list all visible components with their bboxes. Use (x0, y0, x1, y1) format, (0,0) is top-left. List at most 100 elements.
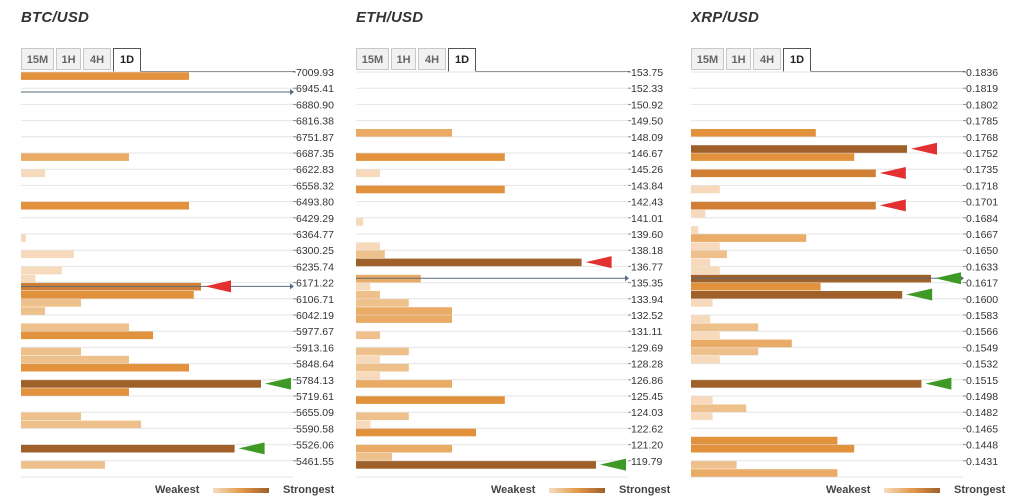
legend-weakest-label: Weakest (155, 484, 200, 496)
price-tick-label: 5461.55 (296, 456, 334, 468)
xrp-panel: XRP/USD 15M 1H 4H 1D 0.1836 0.1819 0.1802 0… (691, 0, 1011, 503)
price-tick-label: 145.26 (631, 164, 663, 176)
price-tick-label: 6751.87 (296, 132, 334, 144)
price-tick-label: 0.1482 (966, 407, 998, 419)
strength-bar (356, 258, 582, 267)
price-tick-label: 0.1768 (966, 132, 998, 144)
price-tick-label: 138.18 (631, 245, 663, 257)
strength-bar (21, 461, 105, 469)
tab-1h[interactable]: 1H (726, 48, 751, 70)
strength-bar (691, 412, 713, 421)
price-tick-label: 139.60 (631, 229, 663, 241)
price-tick-label: 6945.41 (296, 83, 334, 95)
tab-4h[interactable]: 4H (83, 48, 111, 70)
strength-bar (691, 436, 838, 445)
strength-bar (356, 355, 380, 364)
strength-bar (356, 315, 452, 323)
confluence-chart: 0.1836 0.1819 0.1802 0.1785 0.1768 0.1752 0.17… (691, 67, 998, 478)
strength-bar (356, 428, 476, 437)
price-tick-label: 5848.64 (296, 359, 334, 371)
strength-bar (356, 218, 364, 226)
strength-bar (356, 453, 392, 461)
strength-bar (691, 169, 876, 178)
price-tick-label: 5526.06 (296, 440, 334, 452)
price-tick-label: 6880.90 (296, 99, 334, 111)
strength-bar (21, 323, 129, 331)
strength-bar (21, 444, 235, 453)
tab-4h[interactable]: 4H (418, 48, 446, 70)
strength-bar (21, 153, 129, 161)
price-tick-label: 6106.71 (296, 294, 334, 306)
strength-bar (691, 461, 737, 469)
strength-bar (691, 355, 720, 364)
panel-title: XRP/USD (691, 9, 760, 26)
legend-gradient (213, 488, 269, 493)
strength-bar (691, 153, 855, 161)
price-tick-label: 135.35 (631, 278, 663, 290)
price-tick-label: 0.1836 (966, 67, 998, 79)
strength-bar (356, 347, 409, 356)
tab-1d[interactable]: 1D (448, 48, 476, 72)
tab-15m[interactable]: 15M (21, 48, 54, 70)
strength-bar (691, 129, 816, 137)
panel-title: BTC/USD (21, 9, 90, 26)
price-tick-label: 143.84 (631, 180, 663, 192)
strength-bar (691, 185, 720, 194)
price-tick-label: 149.50 (631, 116, 663, 128)
strength-bar (21, 291, 194, 299)
price-tick-label: 6235.74 (296, 261, 334, 273)
strength-bar (691, 347, 759, 356)
strength-bar (21, 355, 129, 364)
price-tick-label: 146.67 (631, 148, 663, 160)
tab-1d[interactable]: 1D (113, 48, 141, 72)
price-tick-label: 6429.29 (296, 213, 334, 225)
legend-weakest-label: Weakest (491, 484, 536, 496)
confluence-chart: 7009.93 6945.41 6880.90 6816.38 6751.87 6687.… (21, 67, 334, 478)
price-tick-label: 0.1785 (966, 116, 998, 128)
strength-legend: Weakest Strongest (826, 482, 1014, 498)
price-tick-label: 7009.93 (296, 67, 334, 79)
current-price-line (21, 89, 294, 95)
strength-bar (21, 347, 81, 356)
tab-15m[interactable]: 15M (356, 48, 389, 70)
tab-4h[interactable]: 4H (753, 48, 781, 70)
support-marker (265, 377, 291, 390)
strength-bar (691, 444, 855, 453)
tab-15m[interactable]: 15M (691, 48, 724, 70)
price-tick-label: 136.77 (631, 261, 663, 273)
price-tick-label: 0.1532 (966, 359, 998, 371)
price-tick-label: 6300.25 (296, 245, 334, 257)
strength-bar (356, 331, 380, 340)
strength-bar (356, 420, 371, 429)
strength-bar (691, 201, 876, 210)
strength-bar (21, 250, 74, 259)
price-tick-label: 125.45 (631, 391, 663, 403)
strength-bar (21, 307, 45, 315)
price-tick-label: 6042.19 (296, 310, 334, 322)
price-tick-label: 6816.38 (296, 116, 334, 128)
tab-1h[interactable]: 1H (56, 48, 81, 70)
strength-bar (356, 299, 409, 307)
strength-bar (21, 72, 189, 80)
strength-bar (21, 201, 189, 210)
price-tick-label: 124.03 (631, 407, 663, 419)
price-tick-label: 122.62 (631, 423, 663, 435)
strength-bar (691, 242, 720, 250)
strength-bar (356, 444, 452, 453)
price-tick-label: 0.1600 (966, 294, 998, 306)
price-tick-label: 132.52 (631, 310, 663, 322)
price-tick-label: 0.1684 (966, 213, 998, 225)
strength-bar (21, 234, 26, 242)
strength-bar (691, 404, 747, 412)
strength-legend: Weakest Strongest (155, 482, 345, 498)
price-tick-label: 0.1566 (966, 326, 998, 338)
support-marker (925, 377, 952, 390)
legend-strongest-label: Strongest (619, 484, 671, 496)
strength-bar (356, 282, 371, 291)
resistance-marker (585, 256, 612, 269)
support-marker (600, 458, 626, 471)
tab-1d[interactable]: 1D (783, 48, 811, 72)
strength-bar (356, 363, 409, 372)
tab-1h[interactable]: 1H (391, 48, 416, 70)
strength-bar (691, 145, 907, 153)
